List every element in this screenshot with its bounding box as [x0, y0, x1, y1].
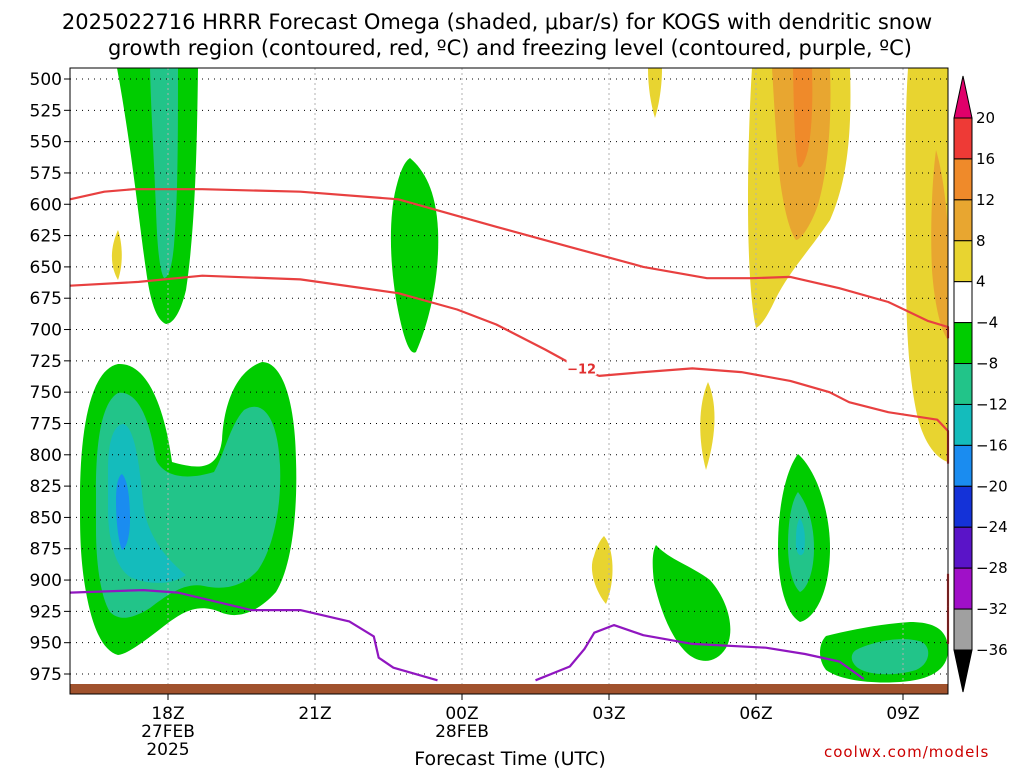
colorbar-segment — [953, 199, 973, 242]
omega-region-yellow-small-1 — [111, 230, 122, 280]
y-tick-label: 700 — [30, 321, 62, 341]
omega-region-yellow-small-4 — [591, 536, 613, 604]
omega-region-07z-column-cyan — [795, 518, 805, 556]
colorbar-segment — [953, 526, 973, 569]
x-tick-label: 27FEB — [141, 722, 195, 742]
credit-text: coolwx.com/models — [824, 743, 989, 761]
colorbar-tick-label: 8 — [976, 232, 986, 250]
terrain-ground — [70, 684, 948, 694]
colorbar-segment — [953, 281, 973, 324]
y-tick-label: 900 — [30, 571, 62, 591]
colorbar-tick-label: −4 — [976, 314, 998, 332]
contour-labels: −12 — [566, 359, 597, 377]
colorbar-tick-label: 16 — [976, 150, 995, 168]
omega-region-04z-lowlevel — [652, 545, 731, 661]
y-tick-label: 725 — [30, 352, 62, 372]
colorbar-segment — [953, 117, 973, 160]
colorbar-bottom-triangle — [953, 649, 973, 693]
colorbar-tick-label: −8 — [976, 355, 998, 373]
y-tick-label: 850 — [30, 508, 62, 528]
colorbar-segment — [953, 567, 973, 610]
contour-line — [69, 274, 950, 464]
omega-shading — [80, 68, 948, 683]
x-tick-label: 03Z — [592, 704, 625, 724]
y-tick-label: 950 — [30, 634, 62, 654]
x-tick-label: 28FEB — [435, 722, 489, 742]
omega-region-yellow-small-3 — [700, 382, 715, 470]
omega-region-yellow-small-2 — [648, 68, 662, 118]
colorbar-tick-label: −32 — [976, 600, 1008, 618]
y-tick-label: 650 — [30, 258, 62, 278]
colorbar-segment — [953, 322, 973, 365]
x-axis-label: Forecast Time (UTC) — [414, 748, 605, 768]
x-tick-label: 2025 — [146, 740, 189, 760]
chart-title-line2: growth region (contoured, red, ºC) and f… — [108, 36, 912, 60]
contour-label-bg — [566, 359, 597, 376]
omega-region-09z-surface-teal — [851, 639, 929, 675]
colorbar-top-triangle — [953, 75, 973, 119]
colorbar-segment — [953, 608, 973, 651]
plot-frame — [69, 67, 949, 695]
y-tick-label: 750 — [30, 383, 62, 403]
y-tick-label: 775 — [30, 414, 62, 434]
y-tick-label: 575 — [30, 164, 62, 184]
contour-label: −12 — [567, 362, 596, 377]
colorbar-segment — [953, 444, 973, 487]
omega-region-lower-left-cyan — [108, 424, 186, 583]
y-tick-label: 825 — [30, 477, 62, 497]
omega-region-descent-06z-orange — [793, 68, 813, 168]
colorbar: 20 16 12 8 4 −4 −8 −12 −16 −20 −24 −28 −32 −36 — [953, 75, 1008, 693]
colorbar-tick-label: 20 — [976, 109, 995, 127]
x-tick-label: 00Z — [445, 704, 478, 724]
colorbar-tick-label: −20 — [976, 477, 1008, 495]
x-tick-label: 06Z — [739, 704, 772, 724]
x-tick-label: 09Z — [886, 704, 919, 724]
y-tick-label: 625 — [30, 227, 62, 247]
colorbar-tick-label: −12 — [976, 395, 1008, 413]
colorbar-tick-label: 4 — [976, 273, 986, 291]
colorbar-tick-label: 12 — [976, 191, 995, 209]
colorbar-tick-label: −28 — [976, 559, 1008, 577]
chart-title-line1: 2025022716 HRRR Forecast Omega (shaded, … — [62, 10, 932, 34]
colorbar-tick-label: −36 — [976, 641, 1008, 659]
y-tick-label: 675 — [30, 289, 62, 309]
y-tick-label: 600 — [30, 195, 62, 215]
plot-area: −12 500 525 550 575 600 625 650 675 700 725 750 775… — [30, 67, 950, 760]
colorbar-segment — [953, 158, 973, 201]
colorbar-tick-label: −24 — [976, 518, 1008, 536]
y-tick-label: 525 — [30, 101, 62, 121]
colorbar-segment — [953, 363, 973, 405]
omega-region-23z-column — [390, 158, 439, 353]
x-tick-label: 18Z — [151, 704, 184, 724]
y-tick-label: 550 — [30, 133, 62, 153]
omega-region-upper-plume-core — [150, 68, 178, 278]
y-tick-label: 925 — [30, 602, 62, 622]
colorbar-segment — [953, 240, 973, 283]
colorbar-segment — [953, 403, 973, 446]
y-axis-ticks: 500 525 550 575 600 625 650 675 700 725 750 775 800 8… — [30, 70, 70, 685]
colorbar-tick-label: −16 — [976, 436, 1008, 454]
y-tick-label: 800 — [30, 446, 62, 466]
colorbar-segment — [953, 485, 973, 528]
omega-region-descent-09z-amber — [931, 150, 948, 340]
grid-lines — [70, 68, 948, 694]
contour-line — [69, 188, 950, 339]
contour-line — [535, 624, 865, 682]
x-tick-label: 21Z — [298, 704, 331, 724]
omega-region-lower-left-blue — [116, 474, 130, 550]
y-tick-label: 975 — [30, 665, 62, 685]
contour-line — [69, 589, 438, 682]
y-tick-label: 500 — [30, 70, 62, 90]
y-tick-label: 875 — [30, 540, 62, 560]
